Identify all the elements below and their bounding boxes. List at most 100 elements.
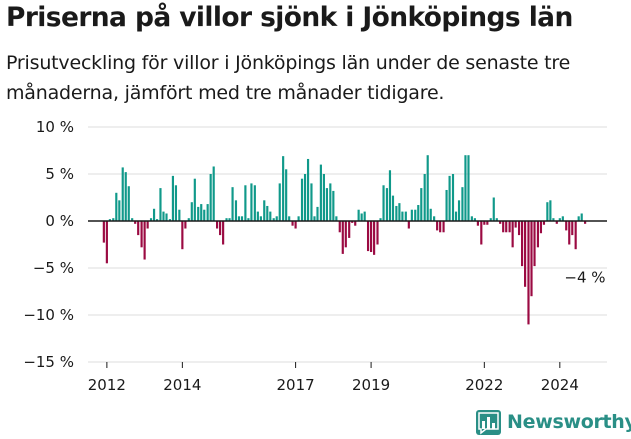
bar	[152, 208, 156, 221]
bar	[561, 216, 564, 221]
bar	[121, 167, 124, 221]
bar	[360, 213, 363, 221]
bar	[354, 221, 357, 226]
bar	[426, 155, 429, 221]
bar	[536, 221, 540, 248]
bar	[275, 216, 278, 221]
bar	[436, 221, 439, 231]
bar	[517, 221, 521, 236]
bar	[181, 221, 184, 250]
bar	[433, 216, 436, 221]
bar	[168, 219, 171, 221]
bar	[212, 166, 215, 221]
y-tick-label: −10 %	[23, 306, 74, 324]
y-axis-ticks: 10 % 5 % 0 % −5 % −10 % −15 %	[23, 118, 74, 371]
x-tick-label: 2012	[88, 376, 126, 394]
bar	[294, 221, 297, 229]
bar	[486, 221, 489, 225]
bar	[423, 174, 426, 221]
bar	[499, 221, 502, 224]
bar	[565, 221, 568, 231]
bar	[445, 189, 448, 221]
x-tick-label: 2024	[541, 376, 579, 394]
bar	[146, 221, 149, 229]
bar	[165, 213, 168, 221]
bar	[476, 221, 479, 226]
bar	[457, 200, 461, 221]
bar	[489, 218, 492, 221]
bar	[303, 174, 307, 221]
bar	[197, 206, 200, 221]
y-tick-label: 10 %	[36, 118, 74, 136]
bar	[155, 219, 159, 221]
bar	[174, 185, 178, 221]
x-tick-label: 2019	[352, 376, 390, 394]
chart-subtitle: Prisutveckling för villor i Jönköpings l…	[6, 52, 571, 104]
bar	[124, 172, 127, 221]
bar	[297, 216, 300, 221]
bar	[209, 174, 212, 221]
bar	[319, 164, 322, 221]
bar	[187, 218, 190, 221]
bar	[404, 211, 407, 221]
chart-title: Priserna på villor sjönk i Jönköpings lä…	[6, 2, 573, 33]
newsworthy-logo[interactable]: Newsworthy	[476, 408, 631, 436]
bar	[291, 221, 294, 226]
bar	[580, 213, 583, 221]
bar	[439, 221, 442, 233]
x-tick-label: 2017	[277, 376, 315, 394]
bar	[527, 221, 530, 325]
bar	[467, 155, 470, 221]
y-tick-label: −15 %	[23, 353, 74, 371]
bar	[505, 221, 508, 233]
bar	[335, 216, 338, 221]
bar	[200, 204, 203, 221]
bar	[250, 183, 253, 221]
bar	[159, 188, 162, 221]
bar	[244, 185, 247, 221]
bar	[149, 218, 153, 221]
bar	[332, 190, 335, 221]
bar	[373, 221, 376, 255]
bar	[108, 219, 111, 221]
bar	[272, 218, 275, 221]
bar	[216, 221, 219, 229]
bar	[530, 221, 533, 297]
bar	[338, 221, 341, 233]
x-tick-label: 2014	[163, 376, 201, 394]
latest-value-annotation: −4 %	[564, 269, 605, 287]
bar	[379, 218, 382, 221]
bar	[127, 186, 130, 221]
bar	[508, 221, 511, 233]
bar	[225, 218, 228, 221]
bar	[178, 209, 181, 221]
bar	[112, 218, 115, 221]
bar	[568, 221, 571, 245]
bar	[193, 178, 196, 221]
bar	[240, 216, 244, 221]
bar	[348, 221, 351, 238]
bar	[253, 185, 256, 221]
bar	[351, 221, 354, 223]
bar-chart-logo-icon	[476, 409, 501, 435]
bar	[533, 221, 536, 267]
y-tick-label: 0 %	[45, 212, 74, 230]
bar	[385, 188, 389, 221]
bar	[502, 221, 505, 233]
bar	[473, 218, 476, 221]
bar	[558, 218, 561, 221]
bar	[376, 221, 379, 245]
bar	[143, 221, 146, 260]
bar	[134, 221, 137, 224]
bar	[357, 209, 360, 221]
bar	[162, 211, 165, 221]
bars	[102, 155, 587, 325]
bar	[344, 221, 347, 248]
bar	[401, 211, 404, 221]
brand-name: Newsworthy	[507, 411, 631, 433]
bar	[483, 221, 486, 225]
bar	[429, 208, 432, 221]
bar	[451, 174, 455, 221]
bar	[448, 175, 451, 221]
bar	[206, 204, 209, 221]
